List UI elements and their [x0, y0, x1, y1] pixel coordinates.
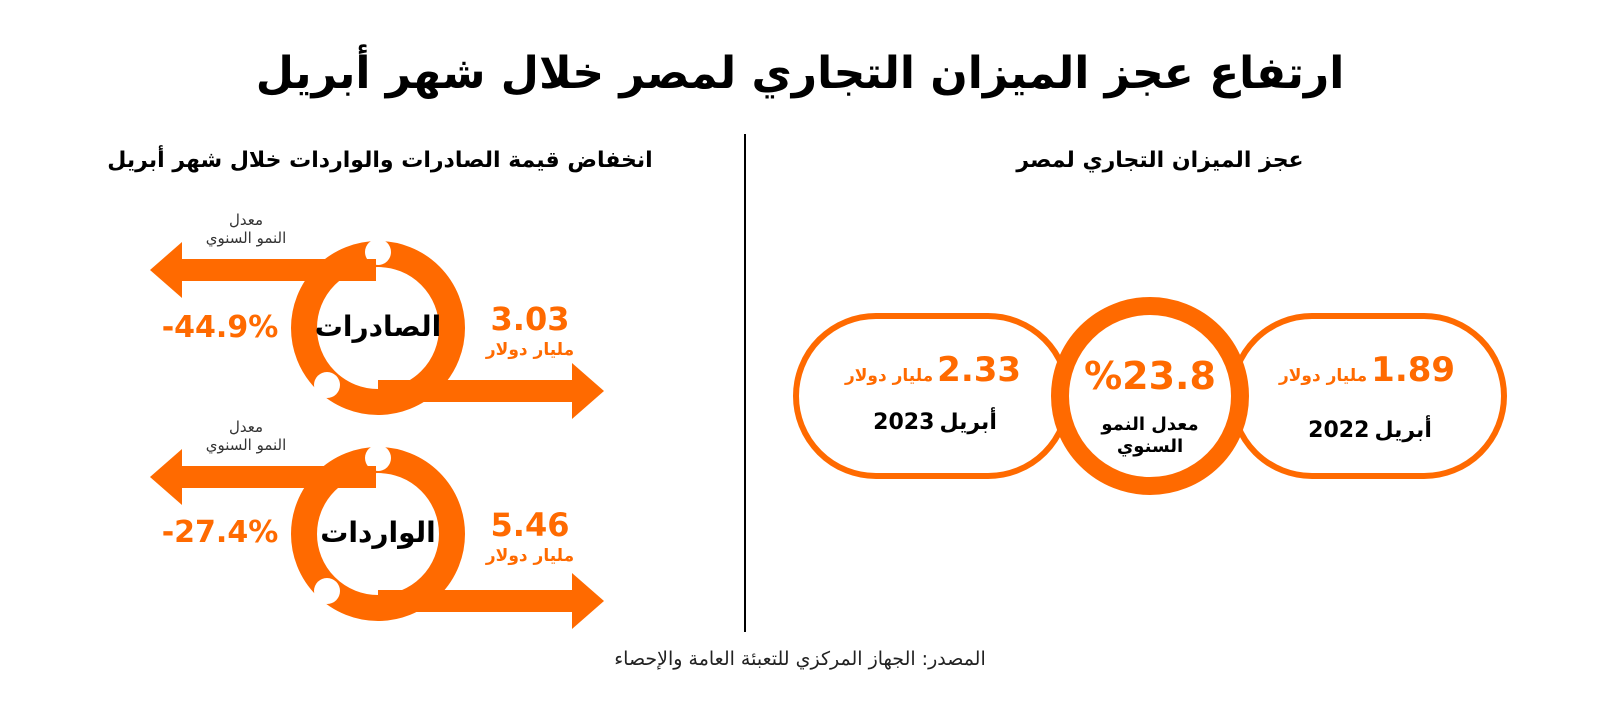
- label-2023-month: أبريل: [939, 410, 997, 435]
- growth-circle: [1051, 297, 1249, 495]
- exports-ring-graphic: [150, 239, 604, 419]
- exports-growth-label-line2: النمو السنوي: [205, 229, 287, 247]
- value-2022-number: 1.89: [1371, 350, 1456, 390]
- growth-label-line1: معدل النمو: [1101, 414, 1199, 435]
- main-title: ارتفاع عجز الميزان التجاري لمصر خلال شهر…: [255, 48, 1345, 99]
- imports-ring-graphic: [150, 445, 604, 629]
- exports-label: الصادرات: [314, 310, 442, 343]
- exports-value: 3.03: [490, 300, 570, 338]
- growth-label: معدل النمو السنوي: [1080, 414, 1220, 458]
- value-2023-unit: مليار دولار: [844, 366, 934, 386]
- section-divider: [744, 134, 746, 632]
- exports-imports-heading: انخفاض قيمة الصادرات والواردات خلال شهر …: [107, 148, 653, 173]
- source-note: المصدر: الجهاز المركزي للتعبئة العامة وا…: [614, 648, 986, 670]
- pill-2023-outline: [793, 313, 1071, 479]
- exports-growth-label: معدل النمو السنوي: [176, 211, 316, 247]
- imports-unit: مليار دولار: [485, 546, 575, 566]
- imports-value: 5.46: [490, 506, 570, 544]
- exports-growth-label-line1: معدل: [228, 211, 264, 229]
- imports-growth-label-line1: معدل: [228, 418, 264, 436]
- value-2023-number: 2.33: [937, 350, 1022, 390]
- growth-label-line2: السنوي: [1116, 436, 1184, 457]
- imports-growth-value: -27.4%: [161, 515, 279, 550]
- value-2022-unit: مليار دولار: [1278, 366, 1368, 386]
- trade-deficit-heading: عجز الميزان التجاري لمصر: [1016, 148, 1304, 173]
- value-2023: مليار دولار 2.33: [828, 350, 1038, 390]
- exports-unit: مليار دولار: [485, 340, 575, 360]
- imports-growth-label: معدل النمو السنوي: [176, 418, 316, 454]
- imports-label: الواردات: [320, 516, 436, 549]
- label-2022: أبريل 2022: [1270, 418, 1470, 443]
- label-2022-month: أبريل: [1374, 418, 1432, 443]
- label-2023: أبريل 2023: [840, 410, 1030, 435]
- pill-2022-outline: [1229, 313, 1507, 479]
- value-2022: مليار دولار 1.89: [1262, 350, 1472, 390]
- label-2023-year: 2023: [873, 410, 935, 435]
- growth-value: %23.8: [1084, 354, 1216, 398]
- imports-growth-label-line2: النمو السنوي: [205, 436, 287, 454]
- label-2022-year: 2022: [1308, 418, 1370, 443]
- exports-growth-value: -44.9%: [161, 310, 279, 345]
